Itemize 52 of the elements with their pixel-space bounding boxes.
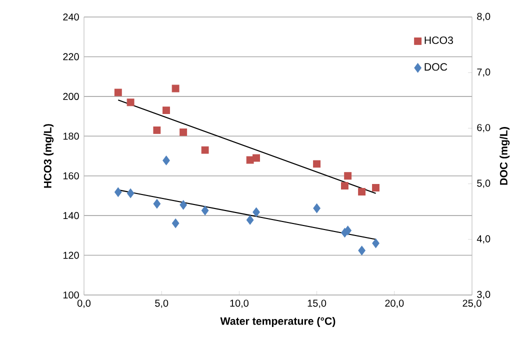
x-axis-title: Water temperature (°C) xyxy=(220,317,336,327)
point xyxy=(162,106,170,114)
point xyxy=(201,206,209,216)
point xyxy=(162,156,170,166)
point xyxy=(252,154,260,162)
point xyxy=(114,187,122,197)
y2-tick-label: 4,0 xyxy=(476,235,490,244)
point xyxy=(344,226,352,236)
y-tick-label: 180 xyxy=(63,132,79,140)
point xyxy=(180,200,187,210)
point xyxy=(246,215,254,225)
x-tick-label: 25,0 xyxy=(462,300,482,308)
point xyxy=(358,188,366,196)
y2-tick-label: 7,0 xyxy=(477,68,490,77)
point xyxy=(114,88,122,96)
y-tick-label: 200 xyxy=(63,92,79,100)
point xyxy=(313,203,320,214)
x-tick-label: 0,0 xyxy=(77,300,91,308)
x-tick-label: 20,0 xyxy=(385,300,404,308)
point xyxy=(126,98,134,106)
x-tick-label: 10,0 xyxy=(230,300,248,308)
point xyxy=(153,126,161,134)
point xyxy=(126,188,134,198)
y-tick-label: 160 xyxy=(63,172,79,180)
point xyxy=(372,238,380,248)
y-tick-label: 100 xyxy=(63,291,79,299)
point xyxy=(201,146,209,154)
point xyxy=(344,172,352,180)
y-tick-label: 120 xyxy=(63,252,79,259)
y2-tick-label: 5,0 xyxy=(477,180,490,188)
y2-axis-title: DOC (mg/L) xyxy=(500,127,510,185)
point xyxy=(172,84,180,92)
y2-tick-label: 8,0 xyxy=(477,12,490,22)
point xyxy=(246,156,254,164)
x-tick-label: 15,0 xyxy=(308,300,326,308)
y2-tick-label: 6,0 xyxy=(477,124,490,132)
y2-tick-label: 3,0 xyxy=(477,290,490,300)
y-tick-label: 220 xyxy=(63,53,79,60)
point xyxy=(252,207,260,217)
y-axis-title: HCO3 (mg/L) xyxy=(44,124,54,188)
point xyxy=(172,218,180,228)
legend-label: HCO3 xyxy=(424,36,453,44)
point xyxy=(372,184,380,192)
point xyxy=(153,199,161,209)
y-tick-label: 140 xyxy=(63,212,79,220)
x-tick-label: 5,0 xyxy=(155,300,168,308)
legend-label: DOC xyxy=(424,63,448,71)
point xyxy=(313,160,321,168)
point xyxy=(358,246,366,256)
y-tick-label: 240 xyxy=(63,13,79,21)
point xyxy=(180,128,188,136)
point xyxy=(341,182,348,190)
